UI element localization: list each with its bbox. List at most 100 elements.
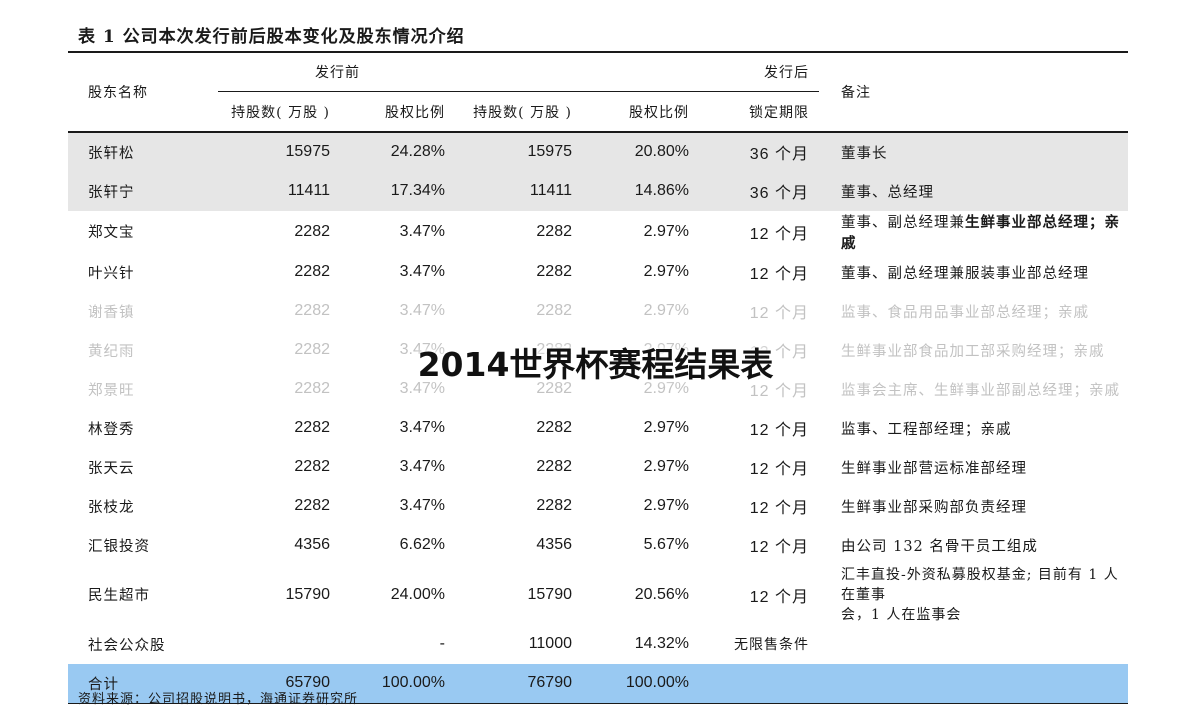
cell-note: 生鲜事业部采购部负责经理 xyxy=(841,499,1027,516)
overlay-title: 2014世界杯赛程结果表 xyxy=(417,345,774,384)
cell-shares-before: 65790 xyxy=(218,663,342,703)
cell-shares-before: 2282 xyxy=(294,302,330,319)
cell-ratio-before: 3.47% xyxy=(399,222,445,240)
cell-note xyxy=(819,663,1128,703)
header-shares-after: 持股数( 万股 ) xyxy=(473,104,572,121)
cell-ratio-after: 5.67% xyxy=(643,536,689,553)
cell-shares-before: 2282 xyxy=(294,380,330,397)
cell-shares-after: 15975 xyxy=(457,132,584,172)
note-plain: 董事、副总经理兼 xyxy=(841,214,965,231)
cell-ratio-before: 3.47% xyxy=(399,419,445,436)
cell-ratio-after: 14.86% xyxy=(584,171,701,211)
cell-shares-before xyxy=(218,625,342,664)
cell-name: 张轩松 xyxy=(68,132,218,172)
cell-lock: 36 个月 xyxy=(701,132,819,172)
cell-ratio-before: 24.00% xyxy=(390,585,445,603)
cell-name: 社会公众股 xyxy=(88,637,166,654)
cell-shares-after: 2282 xyxy=(536,380,572,397)
table-row: 张天云 2282 3.47% 2282 2.97% 12 个月 生鲜事业部营运标… xyxy=(68,448,1128,487)
cell-ratio-after: 2.97% xyxy=(643,380,689,397)
cell-lock: 12 个月 xyxy=(749,266,809,283)
header-shares-before: 持股数( 万股 ) xyxy=(231,104,330,121)
cell-lock: 12 个月 xyxy=(749,588,809,606)
cell-ratio-before: 3.47% xyxy=(399,497,445,514)
note-bold: 生鲜事业部总经理；亲戚 xyxy=(841,213,1120,252)
cell-name: 张天云 xyxy=(88,460,135,477)
header-after: 发行后 xyxy=(457,53,819,92)
table-row: 张轩宁 11411 17.34% 11411 14.86% 36 个月 董事、总… xyxy=(68,171,1128,211)
cell-shares-before: 2282 xyxy=(294,222,330,240)
cell-ratio-after: 20.80% xyxy=(584,132,701,172)
cell-ratio-before: 3.47% xyxy=(399,380,445,397)
cell-lock xyxy=(701,663,819,703)
cell-ratio-after: 2.97% xyxy=(643,458,689,475)
table-row: 张枝龙 2282 3.47% 2282 2.97% 12 个月 生鲜事业部采购部… xyxy=(68,487,1128,526)
cell-ratio-before: - xyxy=(439,635,445,652)
cell-ratio-before: 3.47% xyxy=(399,341,445,358)
cell-ratio-after: 2.97% xyxy=(643,302,689,319)
table-row: 林登秀 2282 3.47% 2282 2.97% 12 个月 监事、工程部经理… xyxy=(68,409,1128,448)
table-row: 郑文宝 2282 3.47% 2282 2.97% 12 个月 董事、副总经理兼… xyxy=(68,211,1128,253)
cell-ratio-after: 100.00% xyxy=(584,663,701,703)
total-row: 合计 65790 100.00% 76790 100.00% xyxy=(68,663,1128,703)
cell-shares-after: 2282 xyxy=(536,302,572,319)
cell-name: 郑文宝 xyxy=(88,225,135,241)
cell-shares-before: 2282 xyxy=(294,458,330,475)
header-lock: 锁定期限 xyxy=(749,104,809,121)
cell-note: 董事、副总经理兼生鲜事业部总经理；亲戚 xyxy=(819,211,1128,253)
cell-lock: 12 个月 xyxy=(749,539,809,556)
cell-shares-after: 76790 xyxy=(457,663,584,703)
cell-name: 张枝龙 xyxy=(88,499,135,516)
cell-note: 生鲜事业部食品加工部采购经理；亲戚 xyxy=(841,343,1105,360)
cell-lock: 无限售条件 xyxy=(734,637,809,653)
cell-shares-after: 2282 xyxy=(536,419,572,436)
table-row: 张轩松 15975 24.28% 15975 20.80% 36 个月 董事长 xyxy=(68,132,1128,172)
cell-ratio-after: 20.56% xyxy=(634,585,689,603)
cell-lock: 12 个月 xyxy=(749,225,809,243)
cell-note: 董事、副总经理兼服装事业部总经理 xyxy=(841,265,1089,282)
table-row: 谢香镇 2282 3.47% 2282 2.97% 12 个月 监事、食品用品事… xyxy=(68,292,1128,331)
cell-ratio-before: 100.00% xyxy=(342,663,457,703)
header-row-2: 持股数( 万股 ) 股权比例 持股数( 万股 ) 股权比例 锁定期限 xyxy=(68,92,1128,132)
cell-shares-before: 2282 xyxy=(294,497,330,514)
cell-ratio-before: 17.34% xyxy=(342,171,457,211)
cell-note: 董事、总经理 xyxy=(819,171,1128,211)
shareholder-table: 股东名称 发行前 发行后 备注 持股数( 万股 ) 股权比例 持股数( 万股 )… xyxy=(68,53,1128,704)
cell-lock: 12 个月 xyxy=(749,461,809,478)
cell-name: 汇银投资 xyxy=(88,538,150,555)
header-note: 备注 xyxy=(841,85,871,101)
cell-shares-after: 4356 xyxy=(536,536,572,553)
cell-name: 张轩宁 xyxy=(68,171,218,211)
cell-shares-after: 2282 xyxy=(536,341,572,358)
cell-ratio-after: 2.97% xyxy=(643,419,689,436)
cell-name: 合计 xyxy=(68,663,218,703)
cell-name: 郑景旺 xyxy=(88,382,135,399)
cell-ratio-after: 2.97% xyxy=(643,222,689,240)
table-row: 黄纪雨 2282 3.47% 2282 2.97% 12 个月 生鲜事业部食品加… xyxy=(68,331,1128,370)
cell-note: 监事会主席、生鲜事业部副总经理；亲戚 xyxy=(841,382,1120,399)
source-note: 资料来源：公司招股说明书，海通证券研究所 xyxy=(78,692,359,707)
cell-lock: 12 个月 xyxy=(749,422,809,439)
header-shareholder: 股东名称 xyxy=(88,85,148,101)
cell-shares-after: 2282 xyxy=(536,222,572,240)
header-ratio-before: 股权比例 xyxy=(385,104,445,121)
cell-shares-before: 2282 xyxy=(294,263,330,280)
cell-name: 民生超市 xyxy=(88,588,150,604)
top-rule xyxy=(68,51,1128,53)
cell-lock: 12 个月 xyxy=(749,383,809,400)
cell-shares-after: 15790 xyxy=(527,585,573,603)
cell-ratio-after: 2.97% xyxy=(643,263,689,280)
cell-name: 谢香镇 xyxy=(88,304,135,321)
cell-shares-before: 15790 xyxy=(285,585,331,603)
cell-ratio-before: 3.47% xyxy=(399,263,445,280)
cell-note: 由公司 132 名骨干员工组成 xyxy=(841,538,1038,555)
cell-note xyxy=(819,625,1128,664)
table-title: 表 1 公司本次发行前后股本变化及股东情况介绍 xyxy=(78,27,465,47)
cell-note: 生鲜事业部营运标准部经理 xyxy=(841,460,1027,477)
cell-lock: 12 个月 xyxy=(749,305,809,322)
cell-name: 黄纪雨 xyxy=(88,343,135,360)
table-row: 汇银投资 4356 6.62% 4356 5.67% 12 个月 由公司 132… xyxy=(68,526,1128,565)
cell-ratio-before: 3.47% xyxy=(399,458,445,475)
cell-ratio-after: 14.32% xyxy=(634,635,689,652)
cell-shares-before: 4356 xyxy=(294,536,330,553)
